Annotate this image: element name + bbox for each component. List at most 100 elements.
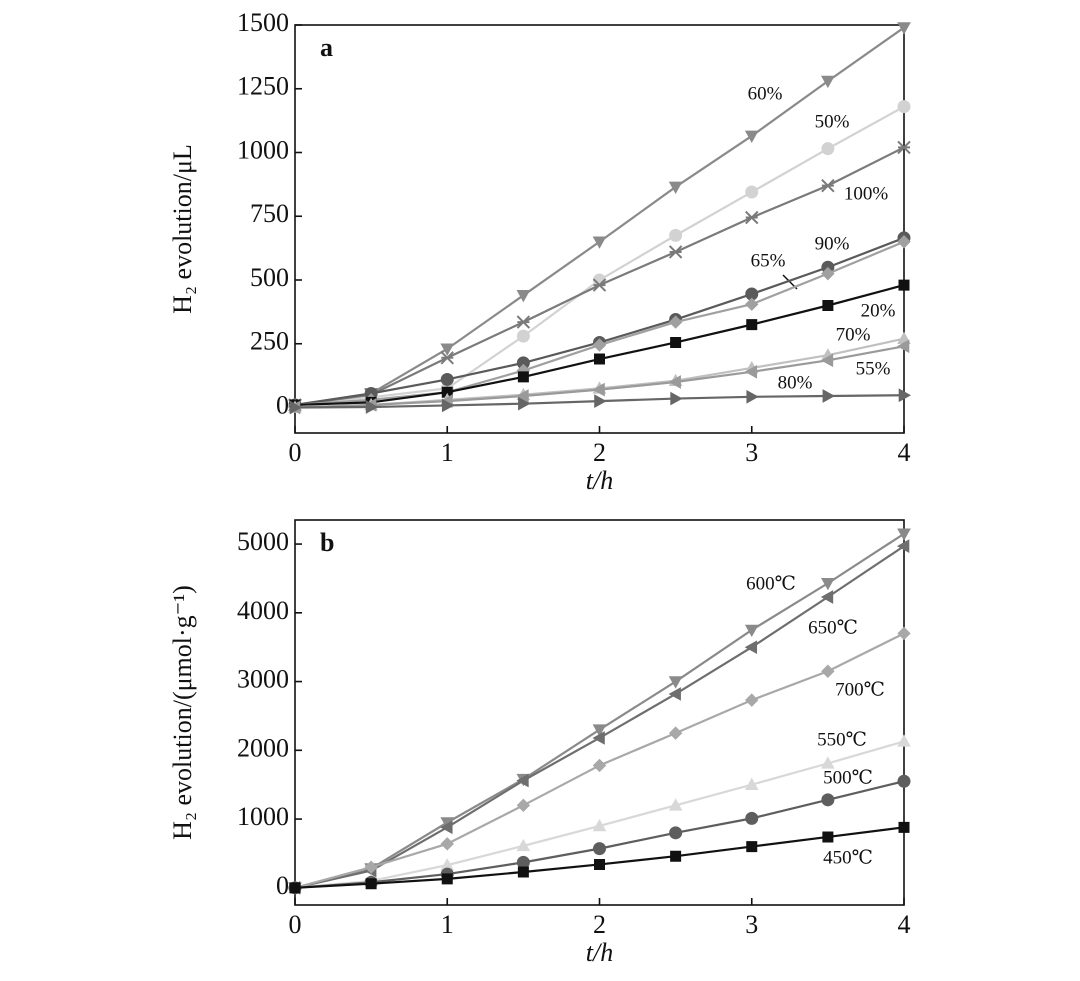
data-point xyxy=(441,873,453,885)
series-line xyxy=(294,532,905,889)
series-line xyxy=(294,236,905,407)
data-point xyxy=(440,837,454,851)
data-point xyxy=(896,339,910,354)
series-label: 65% xyxy=(751,250,786,271)
series-label: 550℃ xyxy=(817,729,867,750)
data-point xyxy=(897,100,911,114)
data-point xyxy=(668,245,683,259)
x-tick-label: 4 xyxy=(898,910,911,939)
series-label: 55% xyxy=(856,358,891,379)
data-point xyxy=(898,279,910,291)
data-point xyxy=(822,831,834,843)
data-point xyxy=(670,850,682,862)
series-label: 90% xyxy=(815,233,850,254)
data-point xyxy=(896,539,910,553)
data-point xyxy=(822,389,835,403)
series-label: 80% xyxy=(778,372,813,393)
data-point xyxy=(821,664,835,678)
data-point xyxy=(516,290,531,303)
data-point xyxy=(745,287,759,301)
data-point xyxy=(668,687,681,701)
data-point xyxy=(516,773,529,788)
series-line xyxy=(294,545,905,889)
data-point xyxy=(516,838,531,852)
data-point xyxy=(821,178,835,193)
data-point xyxy=(744,364,758,379)
data-point xyxy=(594,394,607,408)
data-point xyxy=(669,228,683,242)
x-tick-label: 1 xyxy=(441,910,454,939)
y-tick-label: 0 xyxy=(276,871,289,900)
x-tick-label: 3 xyxy=(745,438,758,467)
data-point xyxy=(668,315,683,329)
data-point xyxy=(592,731,605,745)
y-axis-label: H₂ evolution/(μmol·g⁻¹) xyxy=(168,585,197,840)
data-point xyxy=(668,726,683,740)
x-tick-label: 2 xyxy=(593,438,606,467)
data-point xyxy=(745,811,759,825)
x-tick-label: 1 xyxy=(441,438,454,467)
data-point xyxy=(822,300,834,311)
x-tick-label: 3 xyxy=(745,910,758,939)
panel-label: b xyxy=(320,528,334,557)
data-point xyxy=(744,624,759,638)
data-point xyxy=(592,338,607,352)
y-tick-label: 2000 xyxy=(237,733,289,762)
data-point xyxy=(592,278,607,292)
data-point xyxy=(746,841,758,853)
data-point xyxy=(668,798,683,811)
y-tick-label: 1500 xyxy=(237,8,289,37)
series-label: 600℃ xyxy=(746,573,796,594)
data-point xyxy=(669,826,683,840)
series-label: 20% xyxy=(861,300,896,321)
data-point xyxy=(668,375,681,389)
data-point xyxy=(516,315,531,329)
data-point xyxy=(594,353,605,365)
data-point xyxy=(440,351,454,365)
data-point xyxy=(898,821,910,833)
plot-frame xyxy=(294,24,905,434)
x-axis-label: t/h xyxy=(586,938,613,967)
data-point xyxy=(441,398,455,413)
data-point xyxy=(744,130,759,143)
data-point xyxy=(517,371,529,383)
x-tick-label: 2 xyxy=(593,910,606,939)
data-point xyxy=(821,793,835,807)
data-point xyxy=(820,590,834,604)
data-point xyxy=(518,396,531,411)
data-point xyxy=(897,22,911,35)
series-label: 650℃ xyxy=(808,617,858,638)
data-point xyxy=(670,336,682,348)
data-point xyxy=(289,882,301,894)
series-label: 100% xyxy=(844,183,889,204)
y-tick-label: 1000 xyxy=(237,135,289,164)
data-point xyxy=(670,391,683,406)
y-tick-label: 1000 xyxy=(237,802,289,831)
series-label: 60% xyxy=(748,83,783,104)
data-point xyxy=(744,640,758,655)
y-tick-label: 0 xyxy=(276,390,289,419)
data-point xyxy=(821,75,835,89)
data-point xyxy=(745,693,759,707)
data-point xyxy=(897,774,911,788)
x-tick-label: 4 xyxy=(898,438,911,467)
y-tick-label: 750 xyxy=(250,199,289,228)
data-point xyxy=(592,382,605,397)
data-point xyxy=(289,400,303,415)
data-point xyxy=(440,820,453,835)
data-point xyxy=(516,798,531,813)
data-point xyxy=(821,577,835,591)
series-label: 700℃ xyxy=(835,679,885,700)
data-point xyxy=(897,626,911,641)
data-point xyxy=(668,676,683,689)
data-point xyxy=(820,353,834,368)
data-point xyxy=(744,777,759,790)
x-tick-label: 0 xyxy=(289,438,302,467)
data-point xyxy=(897,734,911,747)
x-axis-label: t/h xyxy=(586,466,613,495)
series-label: 450℃ xyxy=(823,847,873,868)
y-tick-label: 500 xyxy=(250,263,289,292)
data-point xyxy=(746,319,758,331)
panel-label: a xyxy=(320,33,333,62)
